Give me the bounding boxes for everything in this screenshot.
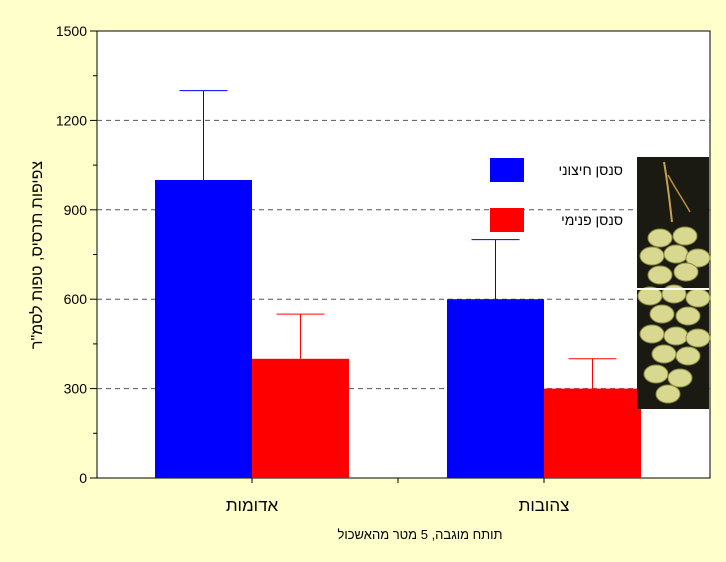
y-axis: 0 300 600 900 1200 1500: [56, 23, 97, 486]
date-fruit: [639, 324, 665, 344]
y-tick-label: 900: [64, 202, 88, 218]
date-fruit: [647, 265, 673, 285]
date-fruit: [685, 288, 711, 308]
y-axis-label: צפיפות תרסיס, טפות לסמ"ר: [28, 161, 46, 349]
bar-1-0: [447, 299, 544, 478]
x-axis-label: תותח מוגבה, 5 מטר מהאשכול: [337, 527, 502, 542]
date-fruit: [639, 246, 665, 266]
date-fruit: [649, 304, 675, 324]
date-fruit: [673, 262, 699, 282]
legend-swatch-inner: [490, 208, 524, 232]
date-fruit: [672, 226, 698, 246]
date-fruit: [651, 344, 677, 364]
x-tick-label: אדומות: [226, 496, 279, 515]
x-tick-label: צהובות: [519, 496, 570, 515]
bars: [155, 180, 641, 478]
date-fruit: [663, 244, 689, 264]
legend-label-outer: סנסן חיצוני: [558, 162, 623, 178]
y-tick-label: 300: [64, 381, 88, 397]
date-fruit: [675, 306, 701, 326]
date-fruit: [685, 248, 711, 268]
date-fruit: [661, 284, 687, 304]
legend-label-inner: סנסן פנימי: [561, 212, 623, 228]
y-tick-label: 600: [64, 291, 88, 307]
bar-1-1: [544, 388, 641, 478]
date-fruit: [663, 326, 689, 346]
y-tick-label: 1500: [56, 23, 87, 39]
legend-swatch-outer: [490, 158, 524, 182]
y-tick-label: 1200: [56, 112, 87, 128]
y-tick-label: 0: [79, 470, 87, 486]
date-fruit: [643, 364, 669, 384]
bar-0-1: [252, 358, 349, 478]
date-fruit: [685, 328, 711, 348]
error-bars: [179, 90, 617, 389]
date-fruit: [667, 368, 693, 388]
date-cluster-photo-icon: [637, 157, 711, 409]
date-fruit: [647, 228, 673, 248]
x-axis: אדומות צהובות: [226, 478, 570, 515]
bar-0-0: [155, 180, 252, 478]
date-fruit: [675, 346, 701, 366]
legend: סנסן חיצוני סנסן פנימי: [490, 158, 623, 232]
date-fruit: [655, 384, 681, 404]
